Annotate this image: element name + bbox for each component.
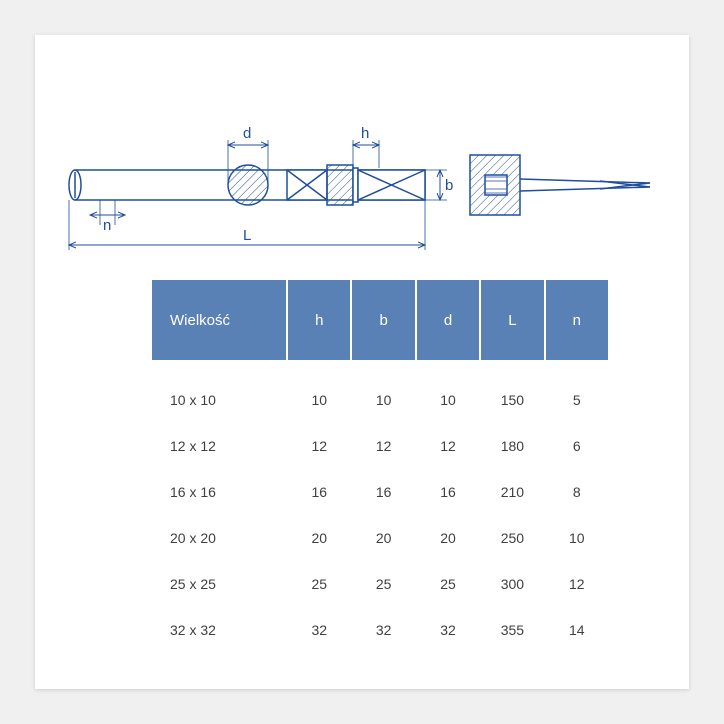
table-cell: 12 [288,423,350,469]
col-header-h: h [288,280,350,360]
table-cell: 32 x 32 [152,607,286,653]
col-header-b: b [352,280,414,360]
table-row: 16 x 161616162108 [152,469,608,515]
table-cell: 10 [288,360,350,423]
table-cell: 25 x 25 [152,561,286,607]
table-header-row: Wielkość h b d L n [152,280,608,360]
table-cell: 20 [352,515,414,561]
table-row: 25 x 2525252530012 [152,561,608,607]
table-cell: 10 x 10 [152,360,286,423]
table-cell: 20 x 20 [152,515,286,561]
table-cell: 6 [546,423,608,469]
col-header-d: d [417,280,479,360]
dim-label-d: d [243,125,251,142]
table-cell: 10 [417,360,479,423]
table-cell: 32 [417,607,479,653]
table-cell: 150 [481,360,543,423]
col-header-n: n [546,280,608,360]
dim-label-n: n [103,217,111,234]
table-row: 20 x 2020202025010 [152,515,608,561]
table-cell: 5 [546,360,608,423]
table-row: 32 x 3232323235514 [152,607,608,653]
table-cell: 25 [417,561,479,607]
table-cell: 16 [288,469,350,515]
table-cell: 210 [481,469,543,515]
table-cell: 12 x 12 [152,423,286,469]
table-cell: 250 [481,515,543,561]
table-cell: 32 [288,607,350,653]
table-cell: 12 [417,423,479,469]
dim-label-b: b [445,177,453,194]
table-cell: 20 [288,515,350,561]
table-cell: 25 [288,561,350,607]
table-cell: 10 [352,360,414,423]
table-cell: 25 [352,561,414,607]
table-row: 10 x 101010101505 [152,360,608,423]
table-cell: 355 [481,607,543,653]
table-cell: 20 [417,515,479,561]
dim-label-h: h [361,125,369,142]
table-cell: 180 [481,423,543,469]
dimensions-table: Wielkość h b d L n 10 x 10101010150512 x… [150,280,610,653]
table-cell: 300 [481,561,543,607]
table-cell: 32 [352,607,414,653]
table-row: 12 x 121212121806 [152,423,608,469]
col-header-L: L [481,280,543,360]
table-cell: 12 [352,423,414,469]
dim-label-L: L [243,227,251,244]
table-cell: 10 [546,515,608,561]
table-cell: 8 [546,469,608,515]
col-header-size: Wielkość [152,280,286,360]
table-cell: 14 [546,607,608,653]
technical-diagram: b d h n L [55,110,669,270]
table-cell: 16 [417,469,479,515]
table-cell: 16 x 16 [152,469,286,515]
table-cell: 16 [352,469,414,515]
table-cell: 12 [546,561,608,607]
